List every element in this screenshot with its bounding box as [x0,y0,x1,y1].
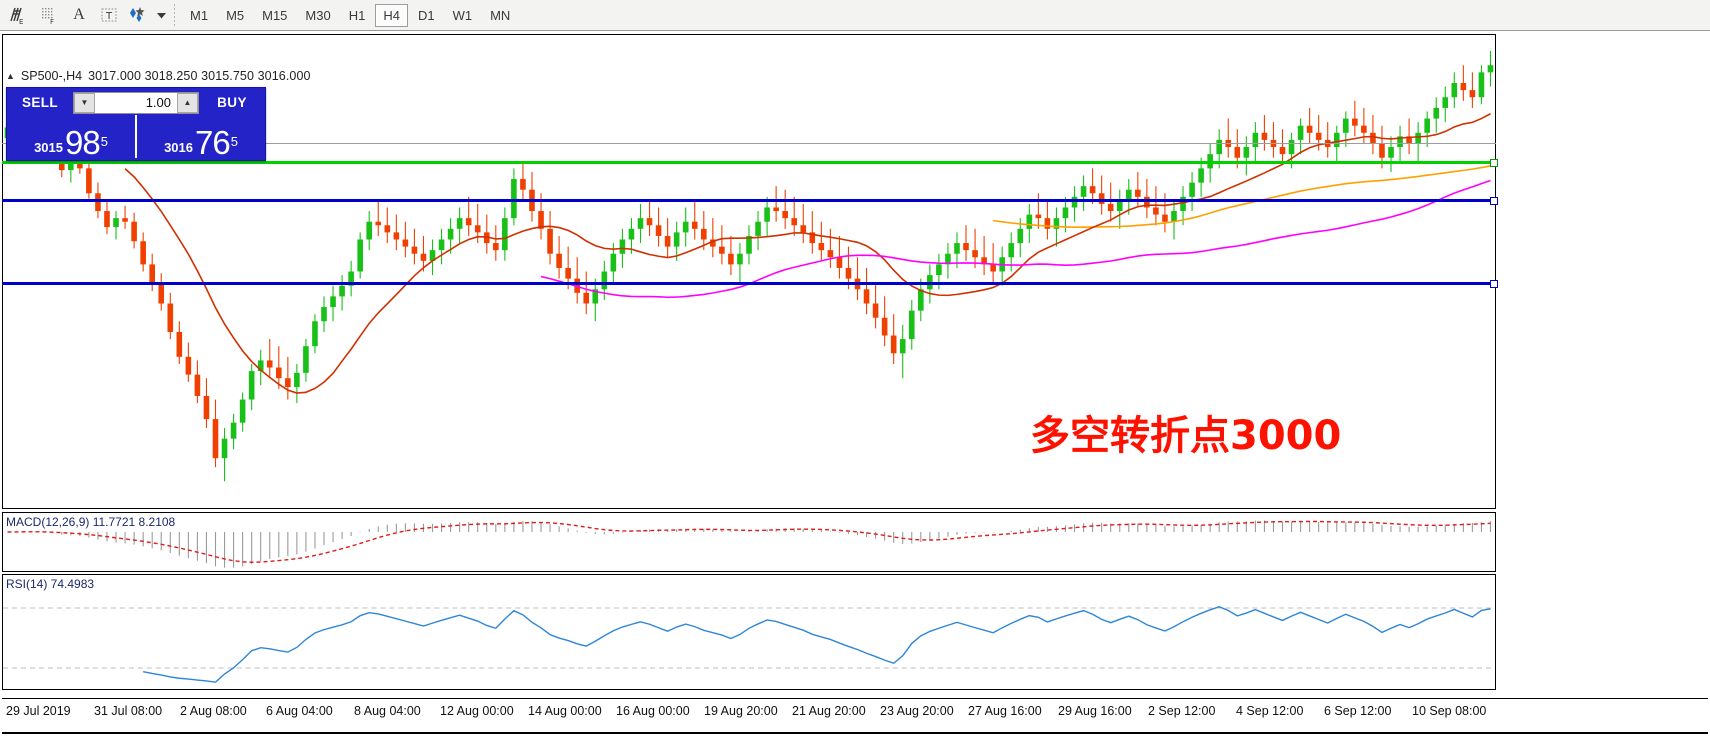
time-label-3: 6 Aug 04:00 [266,704,333,718]
timeframe-h1[interactable]: H1 [348,7,366,23]
time-label-11: 27 Aug 16:00 [968,704,1042,718]
timeframe-d1[interactable]: D1 [417,7,435,23]
timeframe-h4[interactable]: H4 [375,3,408,27]
symbol-name: SP500-,H4 [20,69,83,83]
rsi-label: RSI(14) 74.4983 [6,577,95,591]
level-line-3016[interactable] [2,143,1496,144]
timeframe-w1[interactable]: W1 [452,7,473,23]
time-label-16: 10 Sep 08:00 [1412,704,1487,718]
time-axis-line [2,698,1708,699]
time-axis-bottom-border [2,732,1708,734]
buy-price-block[interactable]: 3016 76 5 [135,115,265,161]
chart-annotation-text: 多空转折点3000 [1030,413,1342,459]
volume-stepper[interactable]: ▼ 1.00 ▲ [73,91,199,114]
buy-price-fraction: 5 [230,134,238,149]
volume-decrease-button[interactable]: ▼ [74,92,95,113]
objects-dropdown-caret-icon[interactable] [154,2,168,28]
sell-price-fraction: 5 [100,134,108,149]
time-label-15: 6 Sep 12:00 [1324,704,1392,718]
collapse-triangle-icon[interactable]: ▲ [6,71,15,81]
time-axis[interactable]: 29 Jul 2019 31 Jul 08:00 2 Aug 08:00 6 A… [0,692,1710,742]
sell-button[interactable]: SELL [21,95,59,110]
trade-panel-top-row: SELL ▼ 1.00 ▲ BUY [7,88,265,115]
time-label-4: 8 Aug 04:00 [354,704,421,718]
timeframe-m5[interactable]: M5 [226,7,245,23]
rsi-panel[interactable] [2,574,1496,690]
grid-crosshair-icon[interactable]: F [34,2,64,28]
text-tool-icon[interactable]: A [73,6,85,23]
macd-panel[interactable] [2,512,1496,572]
time-label-8: 19 Aug 20:00 [704,704,778,718]
symbol-ohlc-line: ▲ SP500-,H4 3017.000 3018.250 3015.750 3… [6,69,311,83]
level-line-2960[interactable] [2,199,1496,202]
timeframe-mn[interactable]: MN [490,7,511,23]
timeframe-m15[interactable]: M15 [262,7,288,23]
rsi-plot [3,605,1495,683]
one-click-trading-panel[interactable]: SELL ▼ 1.00 ▲ BUY 3015 98 5 3016 76 5 [6,87,266,161]
sell-price-big: 98 [64,124,101,161]
volume-input[interactable]: 1.00 [95,92,177,113]
price-axis[interactable]: -3026.390 -2972.000 -2944.250 -2917.055 … [1500,31,1710,742]
macd-label: MACD(12,26,9) 11.7721 8.2108 [6,515,176,529]
svg-text:E: E [19,18,23,26]
time-label-14: 4 Sep 12:00 [1236,704,1304,718]
svg-text:T: T [105,11,113,22]
level-anchor-3000[interactable] [1490,159,1498,167]
macd-plot [7,520,1492,568]
chart-area[interactable]: ▲ SP500-,H4 3017.000 3018.250 3015.750 3… [0,31,1710,742]
buy-price-big: 76 [194,124,231,161]
toolbar-separator [174,4,175,26]
buy-price-prefix: 3016 [164,140,193,155]
time-label-7: 16 Aug 00:00 [616,704,690,718]
time-label-12: 29 Aug 16:00 [1058,704,1132,718]
volume-increase-button[interactable]: ▲ [177,92,198,113]
level-line-2910[interactable] [2,282,1496,285]
symbol-ohlc-values: 3017.000 3018.250 3015.750 3016.000 [88,69,311,83]
sell-price-prefix: 3015 [34,140,63,155]
trade-panel-prices: 3015 98 5 3016 76 5 [7,115,265,161]
time-label-5: 12 Aug 00:00 [440,704,514,718]
time-label-2: 2 Aug 08:00 [180,704,247,718]
sell-price-block[interactable]: 3015 98 5 [7,115,135,161]
svg-text:F: F [50,18,54,26]
objects-icon[interactable] [124,2,154,28]
text-label-icon[interactable]: T [94,2,124,28]
timeframe-m1[interactable]: M1 [190,7,209,23]
timeframe-m30[interactable]: M30 [305,7,331,23]
buy-button[interactable]: BUY [217,95,247,110]
level-anchor-2910[interactable] [1490,280,1498,288]
time-label-6: 14 Aug 00:00 [528,704,602,718]
main-toolbar: E F A T [0,0,1710,31]
time-label-13: 2 Sep 12:00 [1148,704,1216,718]
time-label-0: 29 Jul 2019 [6,704,71,718]
level-anchor-2960[interactable] [1490,197,1498,205]
level-line-3000[interactable] [2,161,1496,164]
time-label-1: 31 Jul 08:00 [94,704,163,718]
time-label-9: 21 Aug 20:00 [792,704,866,718]
indicators-icon[interactable]: E [4,2,34,28]
time-label-10: 23 Aug 20:00 [880,704,954,718]
